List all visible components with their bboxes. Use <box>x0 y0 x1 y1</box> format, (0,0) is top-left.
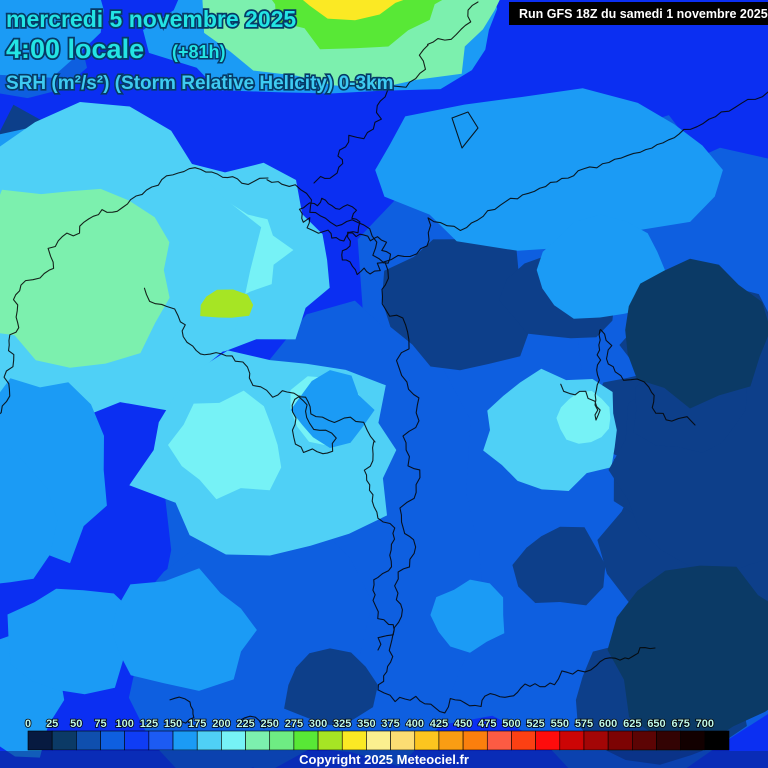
svg-text:50: 50 <box>70 718 82 730</box>
svg-text:25: 25 <box>46 718 58 730</box>
svg-text:575: 575 <box>575 718 593 730</box>
svg-text:550: 550 <box>551 718 569 730</box>
svg-text:300: 300 <box>309 718 327 730</box>
svg-text:275: 275 <box>285 718 303 730</box>
svg-text:450: 450 <box>454 718 472 730</box>
svg-text:Copyright 2025 Meteociel.fr: Copyright 2025 Meteociel.fr <box>299 752 469 767</box>
svg-text:100: 100 <box>116 718 134 730</box>
svg-text:175: 175 <box>188 718 206 730</box>
svg-text:475: 475 <box>478 718 496 730</box>
svg-text:500: 500 <box>502 718 520 730</box>
svg-text:350: 350 <box>357 718 375 730</box>
svg-text:425: 425 <box>430 718 448 730</box>
svg-text:4:00 locale: 4:00 locale <box>6 34 144 64</box>
svg-text:325: 325 <box>333 718 351 730</box>
svg-text:625: 625 <box>623 718 641 730</box>
svg-text:650: 650 <box>647 718 665 730</box>
svg-text:525: 525 <box>526 718 544 730</box>
svg-text:400: 400 <box>406 718 424 730</box>
svg-text:375: 375 <box>381 718 399 730</box>
svg-text:Run GFS 18Z du samedi 1 novemb: Run GFS 18Z du samedi 1 novembre 2025 <box>519 7 768 21</box>
svg-text:150: 150 <box>164 718 182 730</box>
svg-text:250: 250 <box>261 718 279 730</box>
svg-text:200: 200 <box>212 718 230 730</box>
svg-text:0: 0 <box>25 718 31 730</box>
svg-text:225: 225 <box>236 718 254 730</box>
svg-text:700: 700 <box>696 718 714 730</box>
svg-text:mercredi 5 novembre 2025: mercredi 5 novembre 2025 <box>6 6 296 32</box>
svg-text:125: 125 <box>140 718 158 730</box>
svg-text:SRH (m²/s²) (Storm Relative He: SRH (m²/s²) (Storm Relative Helicity) 0-… <box>6 73 394 94</box>
svg-text:675: 675 <box>672 718 690 730</box>
svg-text:75: 75 <box>94 718 106 730</box>
svg-text:600: 600 <box>599 718 617 730</box>
svg-text:(+81h): (+81h) <box>172 42 226 62</box>
